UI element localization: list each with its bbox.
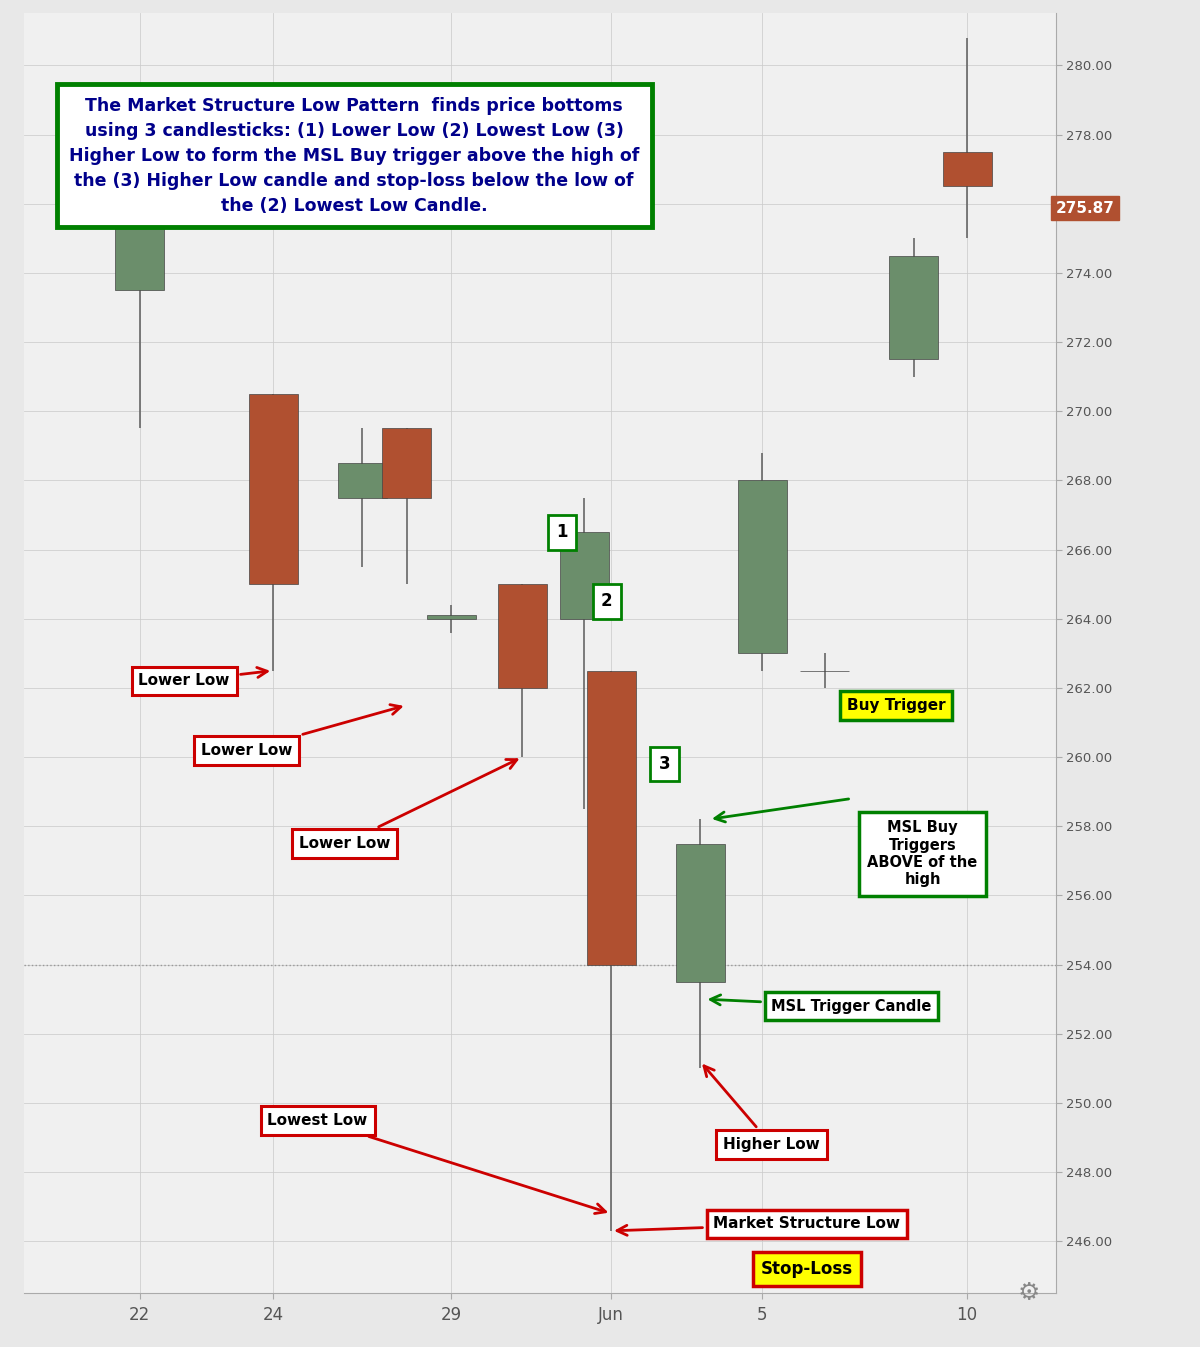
Text: Buy Trigger: Buy Trigger	[846, 698, 946, 713]
Bar	[115, 221, 164, 290]
Text: 1: 1	[557, 523, 568, 541]
Text: 275.87: 275.87	[1056, 201, 1115, 216]
Text: Lower Low: Lower Low	[138, 668, 268, 688]
Bar	[337, 463, 386, 497]
Text: Lower Low: Lower Low	[200, 704, 401, 757]
Text: 2: 2	[601, 593, 612, 610]
Text: Stop-Loss: Stop-Loss	[761, 1259, 853, 1278]
Bar	[889, 256, 938, 360]
Bar	[382, 428, 431, 497]
Bar	[426, 616, 475, 618]
Bar	[676, 843, 725, 982]
Text: MSL Trigger Candle: MSL Trigger Candle	[710, 995, 931, 1013]
Text: Higher Low: Higher Low	[704, 1065, 820, 1152]
Text: Market Structure Low: Market Structure Low	[617, 1216, 900, 1235]
Text: ⚙: ⚙	[1018, 1281, 1040, 1305]
Text: Lowest Low: Lowest Low	[268, 1113, 606, 1214]
Bar	[942, 152, 991, 186]
Bar	[738, 481, 787, 653]
Text: MSL Buy
Triggers
ABOVE of the
high: MSL Buy Triggers ABOVE of the high	[868, 820, 978, 888]
Bar	[498, 585, 547, 688]
Text: Lower Low: Lower Low	[299, 760, 517, 851]
Bar	[248, 393, 298, 585]
Bar	[560, 532, 608, 618]
Bar	[587, 671, 636, 964]
Text: The Market Structure Low Pattern  finds price bottoms
using 3 candlesticks: (1) : The Market Structure Low Pattern finds p…	[70, 97, 640, 214]
Text: 3: 3	[659, 754, 671, 773]
